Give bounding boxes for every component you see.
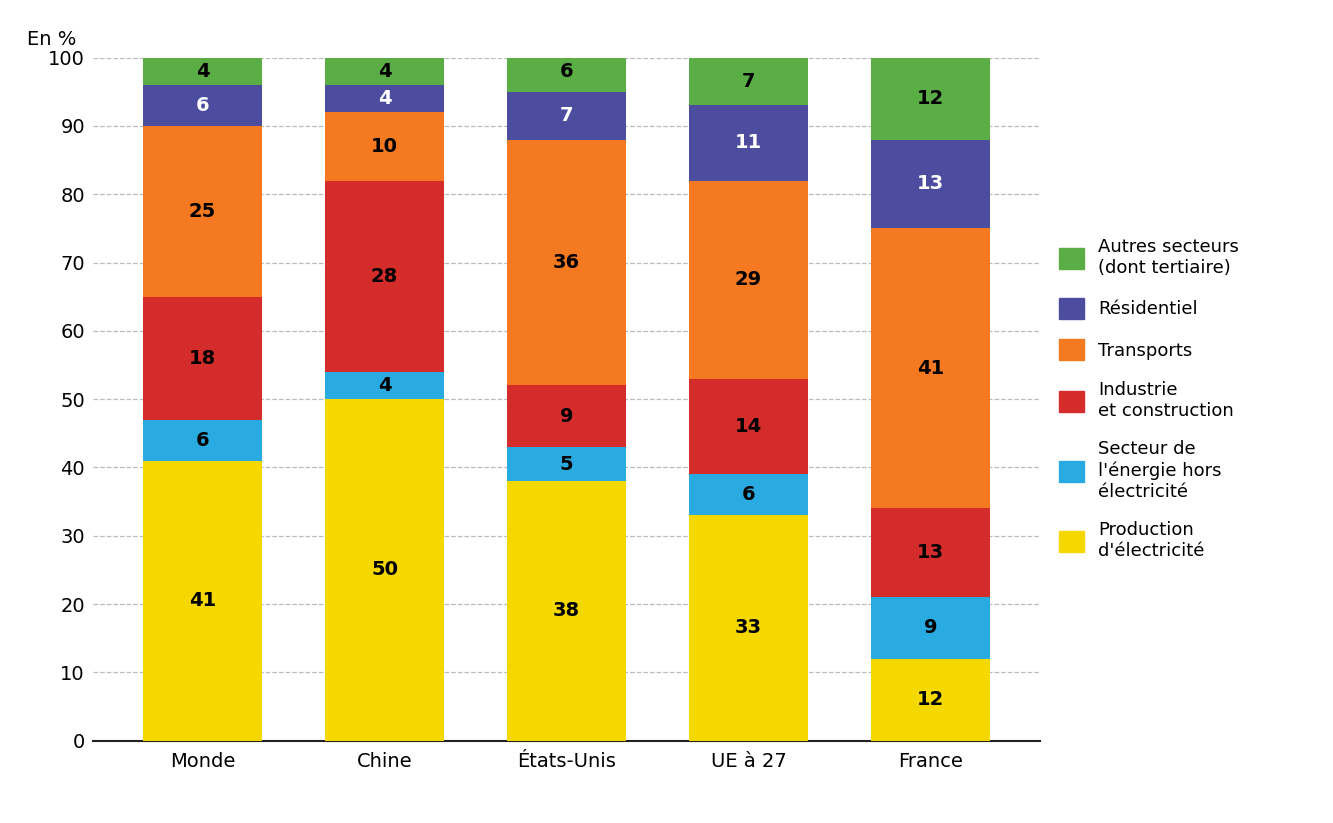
Text: 13: 13 [917, 543, 944, 562]
Text: 38: 38 [553, 602, 580, 621]
Bar [144, 126, 261, 297]
Bar [325, 85, 444, 112]
Text: 5: 5 [560, 454, 573, 473]
Bar [508, 385, 625, 447]
Bar [325, 112, 444, 180]
Text: 12: 12 [917, 690, 944, 709]
Text: 7: 7 [560, 106, 573, 125]
Text: 7: 7 [741, 72, 756, 91]
Bar [872, 58, 989, 140]
Text: 4: 4 [377, 376, 392, 395]
Text: 12: 12 [917, 89, 944, 108]
Bar [689, 58, 808, 105]
Bar [508, 140, 625, 385]
Bar [325, 399, 444, 741]
Bar [872, 228, 989, 509]
Text: En %: En % [27, 30, 76, 49]
Bar [508, 481, 625, 741]
Text: 4: 4 [196, 62, 209, 81]
Text: 6: 6 [196, 430, 209, 449]
Text: 9: 9 [560, 407, 573, 425]
Text: 25: 25 [189, 202, 216, 221]
Bar [689, 180, 808, 379]
Bar [689, 474, 808, 515]
Bar [144, 58, 261, 85]
Text: 18: 18 [189, 349, 216, 368]
Bar [872, 509, 989, 597]
Text: 13: 13 [917, 174, 944, 193]
Text: 36: 36 [553, 253, 580, 272]
Bar [144, 85, 261, 126]
Text: 50: 50 [371, 560, 399, 579]
Text: 33: 33 [734, 619, 762, 638]
Bar [325, 180, 444, 372]
Legend: Autres secteurs
(dont tertiaire), Résidentiel, Transports, Industrie
et construc: Autres secteurs (dont tertiaire), Réside… [1058, 238, 1240, 560]
Text: 11: 11 [734, 133, 762, 152]
Bar [872, 658, 989, 741]
Bar [325, 58, 444, 85]
Text: 6: 6 [196, 96, 209, 115]
Text: 4: 4 [377, 89, 392, 108]
Text: 4: 4 [377, 62, 392, 81]
Bar [144, 297, 261, 420]
Text: 9: 9 [924, 619, 937, 638]
Bar [872, 140, 989, 229]
Bar [872, 597, 989, 658]
Bar [508, 51, 625, 92]
Bar [508, 92, 625, 140]
Bar [689, 515, 808, 741]
Text: 29: 29 [734, 270, 762, 289]
Text: 6: 6 [560, 62, 573, 81]
Bar [689, 379, 808, 474]
Text: 6: 6 [741, 486, 756, 504]
Text: 10: 10 [371, 137, 399, 156]
Text: 14: 14 [734, 417, 762, 436]
Bar [144, 420, 261, 461]
Bar [144, 461, 261, 741]
Bar [689, 105, 808, 180]
Text: 41: 41 [189, 591, 216, 610]
Text: 41: 41 [917, 359, 944, 378]
Bar [325, 372, 444, 399]
Text: 28: 28 [371, 267, 399, 286]
Bar [508, 447, 625, 481]
